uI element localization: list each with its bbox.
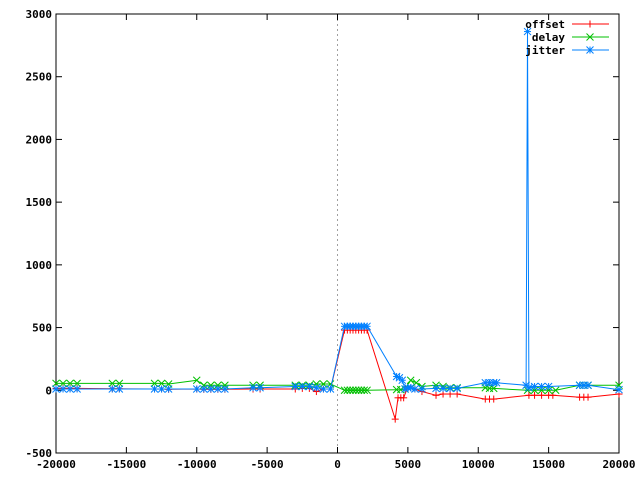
x-tick-label: 10000	[462, 458, 495, 471]
x-marker	[363, 386, 371, 395]
star-marker	[157, 385, 166, 393]
star-marker	[586, 46, 594, 54]
series-jitter	[52, 27, 623, 394]
star-marker	[530, 382, 539, 391]
star-marker	[256, 383, 264, 392]
plus-marker	[584, 393, 592, 401]
x-tick-label: 0	[334, 458, 341, 471]
series-layer	[52, 27, 623, 423]
star-marker	[363, 322, 371, 331]
legend-label-offset: offset	[525, 18, 565, 31]
plus-marker	[586, 20, 594, 28]
y-tick-label: 1500	[26, 196, 53, 209]
star-marker	[326, 385, 335, 393]
x-tick-label: -20000	[36, 458, 76, 471]
star-marker	[523, 27, 532, 36]
star-marker	[52, 385, 60, 393]
x-marker	[115, 379, 124, 388]
star-marker	[164, 385, 173, 393]
x-marker	[357, 386, 366, 395]
x-tick-label: -10000	[177, 458, 217, 471]
x-marker	[354, 386, 363, 395]
star-marker	[439, 384, 447, 393]
star-marker	[319, 385, 328, 393]
star-marker	[298, 382, 307, 391]
legend-label-jitter: jitter	[525, 44, 565, 57]
star-marker	[192, 385, 201, 393]
x-marker	[66, 379, 74, 388]
star-marker	[537, 382, 546, 391]
y-tick-label: 3000	[26, 8, 53, 21]
star-marker	[615, 385, 623, 394]
x-marker	[312, 380, 321, 388]
x-marker	[221, 381, 229, 390]
x-marker	[544, 386, 553, 395]
x-marker	[157, 379, 166, 388]
y-tick-label: 2000	[26, 133, 53, 146]
y-tick-label: -500	[26, 447, 53, 460]
star-marker	[544, 382, 553, 391]
plus-marker	[400, 394, 408, 402]
x-tick-label: -5000	[251, 458, 284, 471]
star-marker	[199, 385, 208, 393]
star-marker	[73, 385, 81, 393]
star-marker	[221, 385, 229, 393]
x-tick-label: 5000	[395, 458, 422, 471]
plus-marker	[391, 415, 399, 423]
x-marker	[349, 386, 357, 395]
star-marker	[584, 381, 592, 390]
x-marker	[343, 386, 352, 395]
x-tick-label: 20000	[602, 458, 635, 471]
star-marker	[418, 385, 426, 393]
plus-marker	[490, 395, 498, 403]
x-marker	[340, 386, 349, 395]
star-marker	[108, 385, 117, 393]
plus-marker	[432, 391, 440, 399]
star-marker	[59, 385, 67, 393]
star-marker	[66, 385, 74, 393]
x-marker	[586, 33, 594, 41]
star-marker	[305, 382, 314, 391]
star-marker	[446, 384, 454, 393]
star-marker	[115, 385, 124, 393]
x-marker	[346, 386, 355, 395]
plus-marker	[531, 391, 539, 399]
star-marker	[398, 376, 407, 385]
x-marker	[73, 379, 81, 388]
x-marker	[406, 376, 415, 385]
x-marker	[537, 386, 546, 395]
y-tick-label: 0	[45, 384, 52, 397]
x-marker	[192, 376, 201, 385]
star-marker	[312, 383, 321, 392]
x-marker	[551, 386, 560, 395]
legend-label-delay: delay	[532, 31, 565, 44]
x-marker	[150, 379, 159, 388]
x-marker	[214, 381, 222, 390]
x-marker	[199, 381, 208, 390]
x-marker	[59, 379, 67, 388]
star-marker	[411, 385, 419, 393]
x-tick-label: -15000	[107, 458, 147, 471]
y-tick-label: 2500	[26, 71, 53, 84]
x-marker	[360, 386, 369, 395]
star-marker	[214, 385, 222, 393]
star-marker	[249, 383, 257, 392]
star-marker	[453, 384, 461, 393]
axes: -20000 -15000 -10000 -5000 0 5000 10000 15000 20…	[26, 8, 636, 471]
x-marker	[351, 386, 360, 395]
x-marker	[206, 381, 215, 390]
x-marker	[52, 379, 60, 388]
star-marker	[150, 385, 159, 393]
plus-marker	[538, 391, 546, 399]
y-tick-label: 1000	[26, 259, 53, 272]
star-marker	[291, 382, 300, 391]
star-marker	[432, 384, 440, 393]
y-tick-label: 500	[32, 322, 52, 335]
star-marker	[206, 385, 215, 393]
star-marker	[492, 378, 501, 387]
x-tick-label: 15000	[532, 458, 565, 471]
x-marker	[108, 379, 117, 388]
